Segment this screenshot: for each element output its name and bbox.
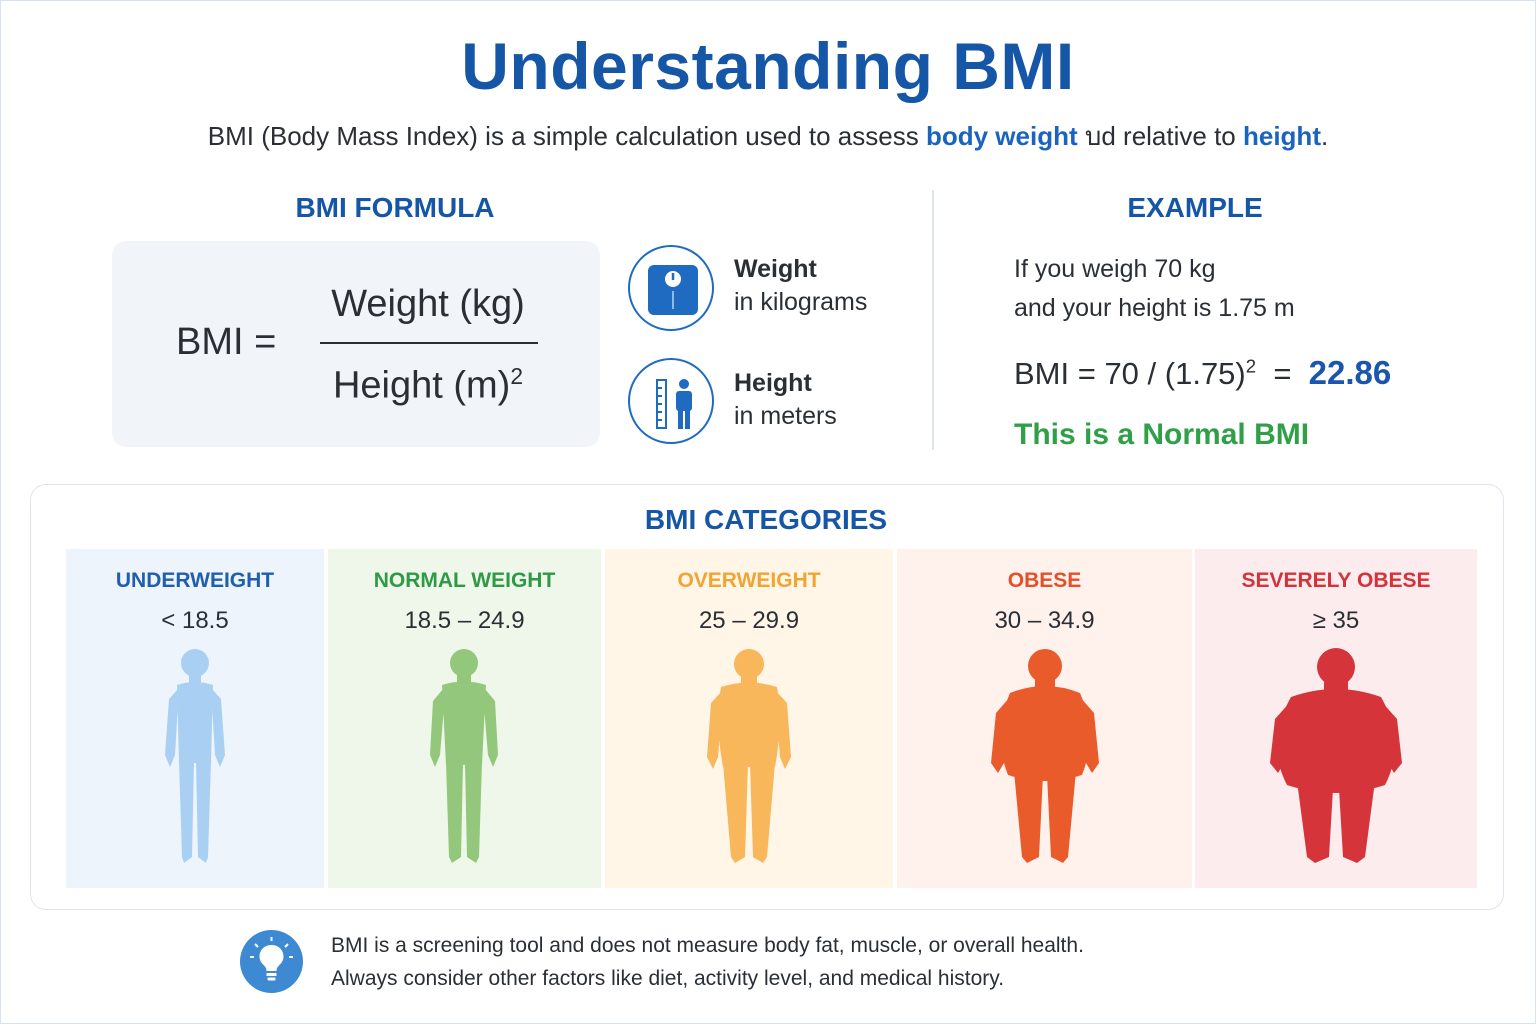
formula-denominator-text: Height (m)	[332, 364, 511, 407]
legend-weight-subtitle: in kilograms	[734, 288, 868, 316]
note-line-2: Always consider other factors like diet,…	[331, 967, 1005, 990]
example-formula-lhs: BMI = 70 / (1.75)	[1014, 356, 1246, 391]
subtitle-text-3: .	[1320, 121, 1329, 151]
category-name: OBESE	[1007, 569, 1082, 592]
severely-obese-figure-icon	[1270, 648, 1402, 863]
normal-weight-figure-icon	[430, 649, 498, 863]
note-line-1: BMI is a screening tool and does not mea…	[331, 934, 1084, 957]
overweight-figure-icon	[707, 649, 791, 863]
formula-lhs: BMI =	[176, 321, 277, 363]
category-normal-weight: NORMAL WEIGHT 18.5 – 24.9	[328, 549, 601, 888]
subtitle-highlight-height: height	[1242, 121, 1321, 151]
underweight-figure-icon	[165, 649, 225, 863]
section-divider	[932, 190, 934, 450]
category-name: SEVERELY OBESE	[1241, 569, 1431, 592]
category-range: 25 – 29.9	[698, 607, 800, 634]
page-title: Understanding BMI	[461, 29, 1075, 103]
legend-height-subtitle: in meters	[734, 402, 837, 430]
page-subtitle: BMI (Body Mass Index) is a simple calcul…	[0, 116, 1536, 157]
example-exponent: 2	[1245, 355, 1257, 377]
subtitle-highlight-body-weight: body weight	[925, 121, 1078, 151]
scale-icon	[628, 245, 714, 331]
legend-height-title: Height	[734, 369, 812, 397]
category-range: 18.5 – 24.9	[404, 607, 525, 634]
fraction-bar	[320, 342, 538, 344]
category-underweight: UNDERWEIGHT < 18.5	[66, 549, 324, 888]
example-verdict: This is a Normal BMI	[1014, 418, 1310, 451]
category-range: 30 – 34.9	[994, 607, 1095, 634]
category-name: UNDERWEIGHT	[115, 569, 275, 592]
formula-numerator: Weight (kg)	[331, 283, 525, 325]
lightbulb-icon	[240, 930, 303, 993]
category-obese: OBESE 30 – 34.9	[897, 549, 1192, 888]
categories-heading: BMI CATEGORIES	[644, 504, 888, 535]
example-line-2: and your height is 1.75 m	[1014, 294, 1295, 322]
formula-heading: BMI FORMULA	[295, 192, 495, 223]
example-result: 22.86	[1308, 354, 1392, 391]
obese-figure-icon	[991, 649, 1099, 863]
category-severely-obese: SEVERELY OBESE ≥ 35	[1195, 549, 1477, 888]
ruler-person-icon	[628, 358, 714, 444]
example-line-1: If you weigh 70 kg	[1014, 255, 1216, 283]
subtitle-text-1: BMI (Body Mass Index) is a simple calcul…	[207, 121, 926, 151]
formula-denominator: Height (m)2	[318, 363, 538, 408]
legend-weight-title: Weight	[734, 255, 817, 283]
category-overweight: OVERWEIGHT 25 – 29.9	[605, 549, 893, 888]
example-formula: BMI = 70 / (1.75)2 = 22.86	[1014, 354, 1391, 392]
category-name: NORMAL WEIGHT	[373, 569, 556, 592]
example-heading: EXAMPLE	[1127, 192, 1263, 223]
subtitle-text-2: บd relative to	[1077, 121, 1243, 151]
formula-exponent: 2	[510, 363, 524, 389]
category-range: ≥ 35	[1312, 607, 1360, 634]
category-range: < 18.5	[161, 607, 229, 634]
example-equals: =	[1256, 356, 1309, 391]
formula-box: BMI = Weight (kg) Height (m)2	[112, 241, 600, 447]
category-name: OVERWEIGHT	[677, 569, 821, 592]
